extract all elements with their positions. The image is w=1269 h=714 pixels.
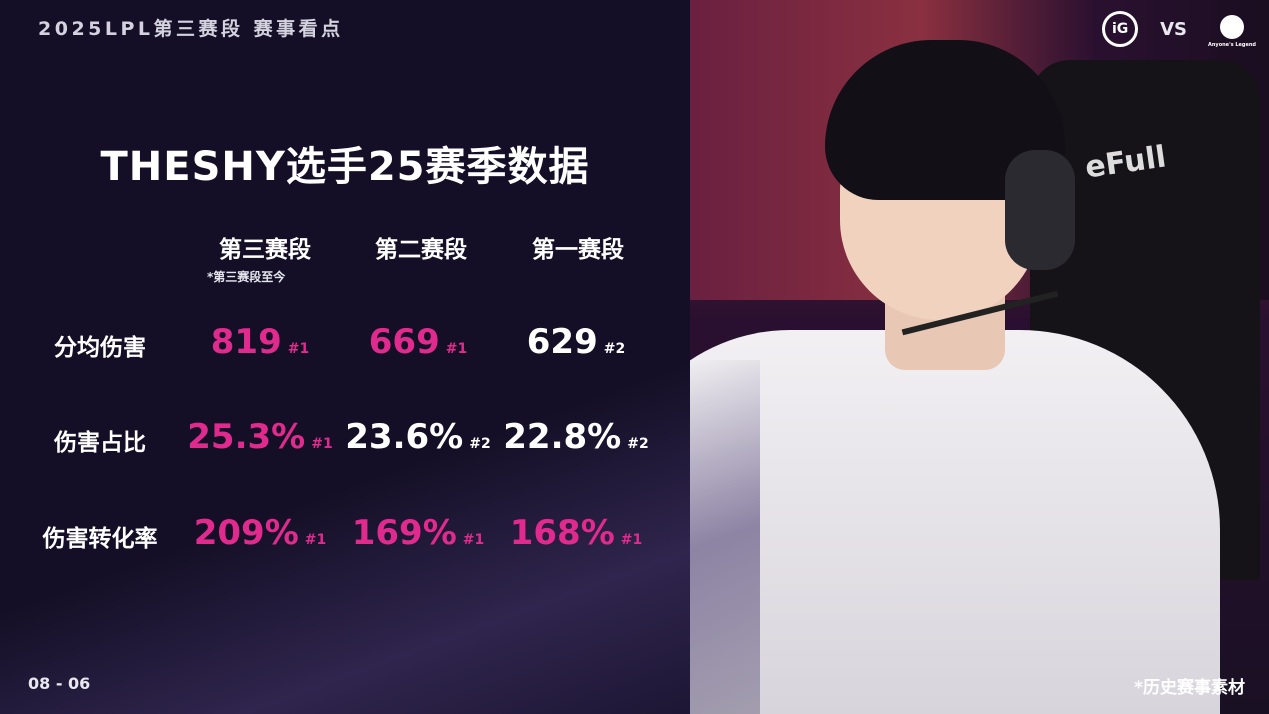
vs-label: VS bbox=[1160, 18, 1187, 40]
ig-logo-text: iG bbox=[1111, 21, 1129, 37]
al-logo-text: Anyone's Legend bbox=[1208, 42, 1257, 48]
stat-value: 169% bbox=[351, 513, 457, 553]
stat-rank: #1 bbox=[462, 532, 485, 548]
stat-cell: 25.3% #1 bbox=[180, 417, 340, 457]
page-title: THESHY选手25赛季数据 bbox=[100, 144, 590, 190]
stat-rank: #1 bbox=[311, 436, 333, 452]
stat-rank: #2 bbox=[627, 436, 649, 452]
stat-rank: #2 bbox=[603, 341, 626, 357]
stat-value: 629 bbox=[526, 322, 598, 362]
al-logo-mark bbox=[1220, 15, 1244, 39]
player-jacket bbox=[690, 330, 1220, 714]
footer-date: 08 - 06 bbox=[28, 674, 91, 693]
match-logos: iG VS Anyone's Legend bbox=[1102, 10, 1257, 48]
stat-rank: #1 bbox=[304, 532, 327, 548]
stat-value: 669 bbox=[368, 322, 440, 362]
ig-logo: iG bbox=[1102, 11, 1139, 47]
stat-cell: 22.8% #2 bbox=[496, 417, 656, 457]
stat-value: 819 bbox=[210, 322, 282, 362]
stat-value: 23.6% bbox=[345, 417, 464, 457]
footer-note: *历史赛事素材 bbox=[1134, 678, 1245, 698]
row-label: 伤害占比 bbox=[54, 430, 146, 456]
stat-rank: #1 bbox=[445, 341, 468, 357]
column-note: *第三赛段至今 bbox=[207, 270, 286, 284]
player-photo: eFull bbox=[690, 0, 1269, 714]
stat-value: 22.8% bbox=[503, 417, 622, 457]
stat-value: 168% bbox=[509, 513, 615, 553]
stat-value: 209% bbox=[193, 513, 299, 553]
al-logo: Anyone's Legend bbox=[1208, 10, 1257, 48]
row-label: 分均伤害 bbox=[54, 335, 146, 361]
stat-cell: 669 #1 bbox=[338, 322, 498, 362]
stat-cell: 819 #1 bbox=[180, 322, 340, 362]
headset-icon bbox=[1005, 150, 1075, 270]
stat-cell: 168% #1 bbox=[496, 513, 656, 553]
column-header-split2: 第二赛段 bbox=[375, 237, 467, 263]
stat-cell: 629 #2 bbox=[496, 322, 656, 362]
column-header-split3: 第三赛段 bbox=[219, 237, 311, 263]
stat-cell: 169% #1 bbox=[338, 513, 498, 553]
stat-cell: 209% #1 bbox=[180, 513, 340, 553]
stat-rank: #1 bbox=[620, 532, 643, 548]
column-header-split1: 第一赛段 bbox=[532, 237, 624, 263]
stat-rank: #2 bbox=[469, 436, 491, 452]
stat-value: 25.3% bbox=[187, 417, 306, 457]
stat-rank: #1 bbox=[287, 341, 310, 357]
stat-cell: 23.6% #2 bbox=[338, 417, 498, 457]
header-title: 2025LPL第三赛段 赛事看点 bbox=[38, 18, 344, 40]
row-label: 伤害转化率 bbox=[42, 526, 158, 552]
